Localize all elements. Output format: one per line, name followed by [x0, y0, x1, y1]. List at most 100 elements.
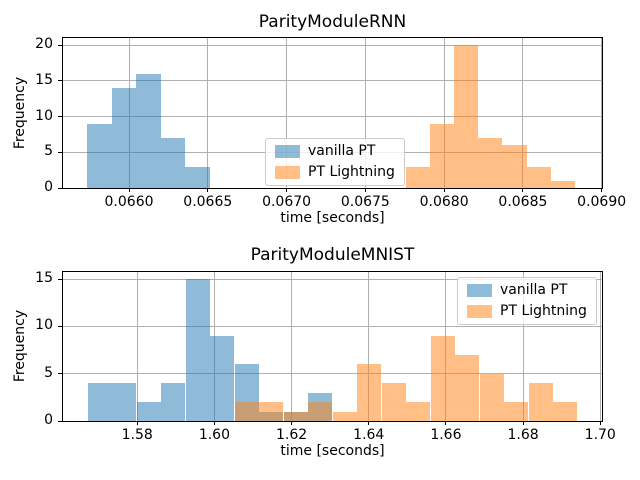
x-tick-label: 1.62 [276, 427, 308, 443]
histogram-bar [429, 123, 454, 188]
x-tick-mark [445, 421, 447, 425]
histogram-bar [526, 166, 551, 188]
histogram-bar [528, 383, 554, 421]
plot-area-mnist: vanilla PT PT Lightning 1.58 1.60 1.62 1.64… [35, 270, 616, 443]
gridline-vertical [286, 38, 288, 188]
gridline-vertical [443, 38, 445, 188]
gridline-horizontal [63, 116, 602, 118]
histogram-bar [259, 402, 284, 421]
histogram-bar [332, 411, 358, 421]
x-tick-mark [443, 188, 445, 192]
y-tick-label: 0 [44, 412, 53, 428]
histogram-bar [405, 166, 430, 188]
gridline-vertical [364, 38, 366, 188]
gridline-horizontal [63, 80, 602, 82]
x-tick-label: 0.0690 [577, 194, 627, 210]
y-tick-mark [58, 278, 62, 280]
gridline-vertical [291, 272, 293, 421]
legend-entry-vanilla-pt: vanilla PT [275, 144, 395, 159]
x-tick-mark [522, 421, 524, 425]
gridline-horizontal [63, 325, 602, 327]
y-tick-label: 0 [44, 179, 53, 195]
gridline-horizontal [63, 278, 602, 280]
histogram-bar [430, 335, 456, 421]
histogram-bar [234, 402, 260, 421]
gridline-vertical [522, 38, 524, 188]
chart-title-mnist: ParityModuleMNIST [250, 245, 415, 265]
x-tick-label: 1.64 [353, 427, 385, 443]
gridline-vertical [599, 272, 601, 421]
histogram-bar [160, 138, 186, 188]
y-tick-label: 5 [44, 143, 53, 160]
histogram-bar [111, 88, 137, 188]
gridline-vertical [522, 272, 524, 421]
legend-entry-vanilla-pt: vanilla PT [467, 283, 587, 298]
x-tick-label: 1.60 [198, 427, 230, 443]
x-axis-label-mnist: time [seconds] [280, 443, 385, 459]
x-tick-mark [213, 421, 215, 425]
x-tick-mark [522, 188, 524, 192]
gridline-vertical [368, 272, 370, 421]
histogram-bar [87, 123, 112, 188]
histogram-bar [308, 402, 333, 421]
gridline-horizontal [63, 44, 602, 46]
histogram-bar [479, 373, 505, 421]
histogram-bar [502, 145, 527, 188]
x-tick-label: 0.0665 [183, 194, 233, 210]
y-tick-label: 15 [35, 71, 53, 88]
histogram-bar [381, 383, 407, 421]
histogram-bar [112, 383, 137, 421]
legend-rnn: vanilla PT PT Lightning [265, 138, 405, 186]
y-tick-mark [58, 373, 62, 375]
histogram-bar [455, 354, 480, 421]
y-tick-mark [58, 325, 62, 327]
histogram-bar [136, 73, 161, 188]
y-tick-label: 15 [35, 270, 53, 287]
x-tick-mark [286, 188, 288, 192]
y-tick-label: 5 [44, 364, 53, 381]
x-tick-label: 0.0675 [340, 194, 390, 210]
histogram-bar [550, 180, 575, 188]
legend-swatch-pt-lightning-icon [467, 305, 492, 318]
x-tick-label: 0.0670 [262, 194, 312, 210]
x-tick-mark [136, 421, 138, 425]
y-tick-mark [58, 80, 62, 82]
histogram-bar [161, 383, 186, 421]
legend-entry-pt-lightning: PT Lightning [467, 304, 587, 319]
y-axis-label-rnn: Frequency [12, 76, 28, 150]
plot-area-rnn: vanilla PT PT Lightning 0.0660 0.0665 0.06… [35, 36, 626, 210]
histogram-bar [210, 335, 235, 421]
y-tick-mark [58, 420, 62, 422]
x-tick-label: 1.66 [430, 427, 462, 443]
x-tick-label: 1.68 [507, 427, 539, 443]
x-tick-mark [128, 188, 130, 192]
gridline-vertical [136, 272, 138, 421]
histogram-bar [283, 411, 309, 421]
histogram-bar [478, 138, 503, 188]
y-tick-mark [58, 116, 62, 118]
x-tick-mark [368, 421, 370, 425]
legend-label-pt-lightning: PT Lightning [308, 164, 395, 180]
histogram-bar [136, 402, 162, 421]
x-tick-label: 1.58 [121, 427, 153, 443]
legend-swatch-vanilla-pt-icon [467, 284, 492, 297]
gridline-horizontal [63, 373, 602, 375]
y-tick-label: 10 [35, 317, 53, 334]
x-tick-mark [364, 188, 366, 192]
legend-swatch-pt-lightning-icon [275, 166, 300, 179]
x-tick-label: 1.70 [584, 427, 616, 443]
y-tick-mark [58, 187, 62, 189]
y-tick-label: 10 [35, 107, 53, 124]
gridline-vertical [601, 38, 603, 188]
histogram-bar [185, 279, 211, 421]
legend-label-vanilla-pt: vanilla PT [308, 143, 376, 159]
histogram-bar [87, 383, 113, 421]
x-tick-mark [207, 188, 209, 192]
histogram-bar [453, 45, 479, 188]
chart-title-rnn: ParityModuleRNN [258, 12, 407, 32]
legend-label-pt-lightning: PT Lightning [500, 303, 587, 319]
x-axis-label-rnn: time [seconds] [280, 210, 385, 226]
legend-mnist: vanilla PT PT Lightning [457, 277, 597, 325]
histogram-bar [504, 402, 529, 421]
x-tick-label: 0.0660 [104, 194, 154, 210]
